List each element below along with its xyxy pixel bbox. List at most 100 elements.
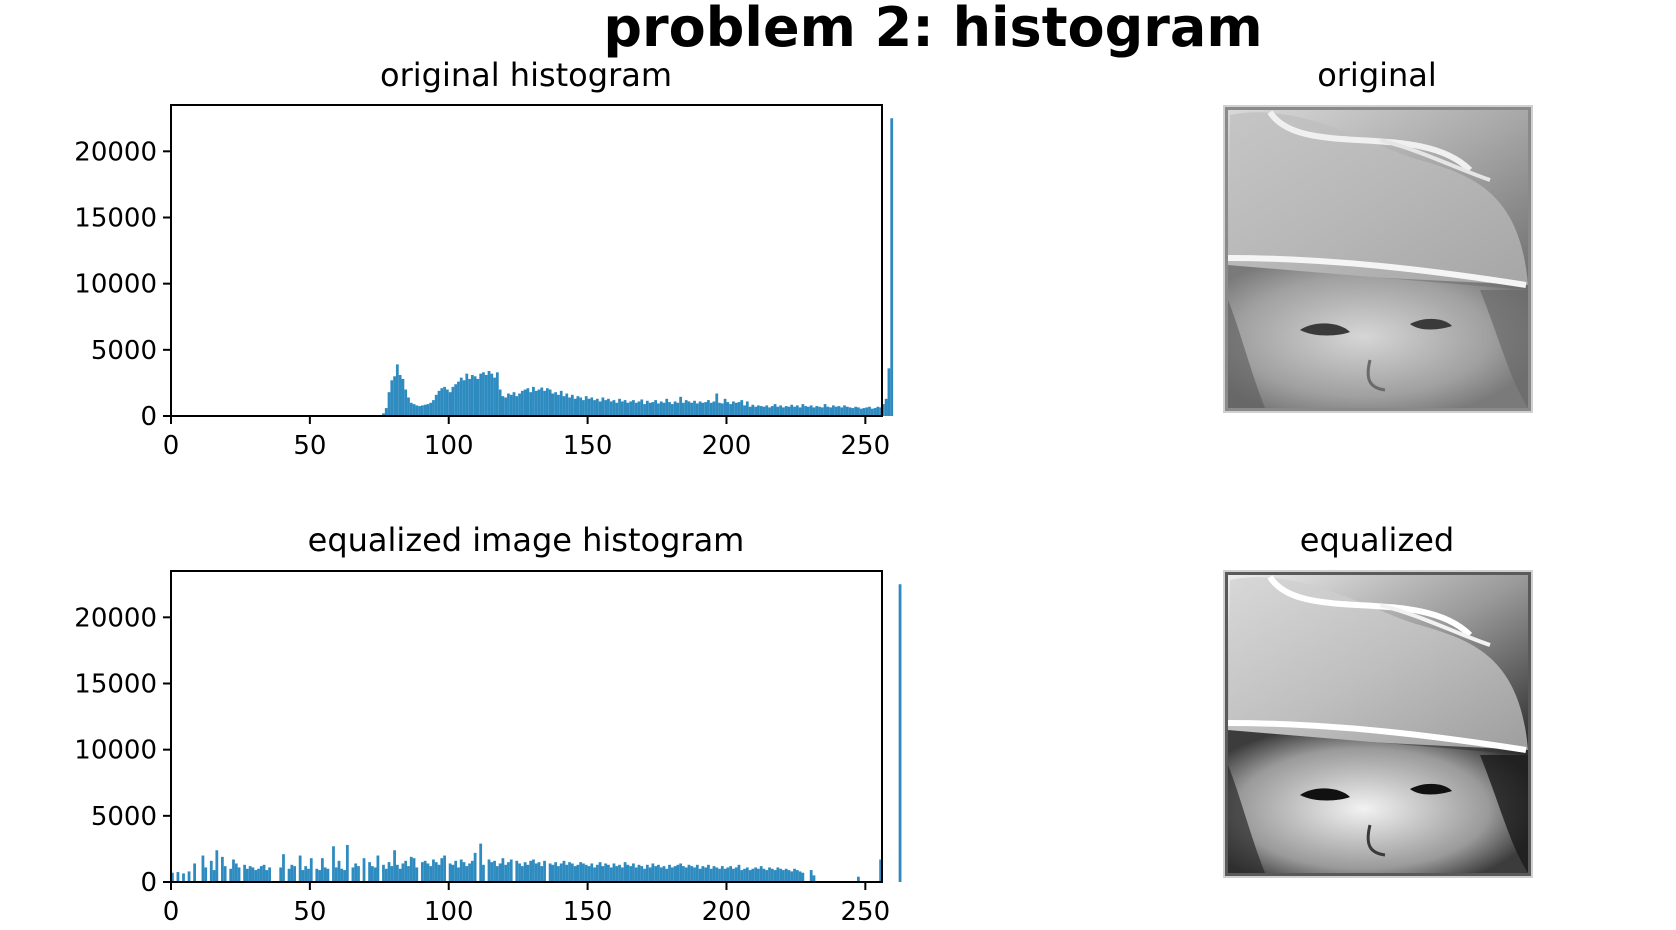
histogram-bar	[887, 368, 891, 416]
histogram-bar	[370, 866, 374, 882]
histogram-bar	[518, 393, 521, 416]
histogram-bar	[279, 867, 283, 882]
histogram-bar	[604, 400, 608, 416]
histogram-bar	[623, 400, 627, 416]
histogram-bar	[618, 398, 621, 416]
histogram-bar	[495, 372, 499, 416]
histogram-bar	[404, 860, 408, 882]
histogram-bar	[582, 863, 585, 882]
histogram-bar	[234, 863, 238, 882]
histogram-bar	[654, 866, 658, 882]
histogram-bar	[768, 407, 771, 416]
histogram-bar	[551, 393, 555, 416]
histogram-bar	[643, 868, 646, 882]
histogram-bar	[782, 870, 785, 882]
histogram-bar	[709, 402, 713, 416]
histogram-bar	[504, 397, 508, 416]
histogram-bar	[729, 866, 733, 882]
histogram-bar	[707, 864, 710, 882]
histogram-bar	[320, 858, 324, 882]
histogram-bar	[204, 867, 208, 882]
histogram-bar	[520, 866, 524, 882]
histogram-bar	[818, 406, 821, 416]
histogram-bar	[698, 401, 702, 416]
x-tick-label: 250	[841, 897, 891, 927]
histogram-bar	[345, 844, 349, 882]
histogram-bar	[823, 404, 827, 416]
histogram-bar	[584, 864, 588, 882]
histogram-bar	[890, 118, 894, 416]
histogram-bar	[479, 373, 483, 416]
histogram-bar	[318, 870, 321, 882]
histogram-bar	[395, 864, 399, 882]
histogram-bar	[673, 401, 677, 416]
histogram-bar	[665, 868, 669, 882]
histogram-bar	[498, 389, 502, 416]
axes-frame	[170, 570, 883, 883]
histogram-bar	[557, 866, 560, 882]
histogram-bar	[443, 855, 446, 882]
histogram-bar	[584, 396, 588, 416]
histogram-bar	[426, 863, 430, 882]
histogram-bar	[557, 394, 560, 416]
histogram-bar	[726, 402, 730, 416]
histogram-bar	[845, 406, 849, 416]
histogram-bar	[495, 866, 499, 882]
equalized-histogram-plot: equalized image histogram 0 50 100 150 200 25…	[74, 521, 902, 927]
histogram-bar	[540, 866, 544, 882]
histogram-bar	[834, 406, 838, 416]
histogram-bar	[445, 389, 449, 416]
histogram-bar	[551, 864, 555, 882]
histogram-bar	[868, 406, 871, 416]
y-tick-label: 10000	[74, 736, 157, 766]
histogram-bar	[804, 406, 808, 416]
histogram-bar	[340, 868, 344, 882]
histogram-bar	[715, 393, 719, 416]
histogram-bar	[693, 400, 696, 416]
histogram-bar	[793, 406, 796, 416]
histogram-bar	[759, 866, 763, 882]
histogram-bar	[809, 870, 813, 882]
histogram-bar	[245, 868, 249, 882]
histogram-bar	[723, 398, 727, 416]
histogram-bar	[237, 867, 241, 882]
histogram-bar	[773, 870, 777, 882]
histogram-bar	[815, 406, 819, 416]
histogram-bar	[582, 400, 585, 416]
histogram-bar	[437, 864, 441, 882]
y-tick-label: 15000	[74, 669, 157, 699]
histogram-bar	[390, 866, 394, 882]
x-tick-label: 250	[841, 431, 891, 461]
histogram-bar	[765, 870, 769, 882]
histogram-bar	[687, 864, 691, 882]
histogram-bar	[784, 868, 788, 882]
histogram-bar	[479, 843, 483, 882]
histogram-bar	[393, 376, 396, 416]
histogram-bar	[182, 873, 185, 882]
histogram-bar	[798, 407, 802, 416]
histogram-bar	[304, 866, 308, 882]
histogram-bar	[512, 392, 516, 416]
histogram-bar	[540, 387, 544, 416]
histogram-bar	[720, 866, 724, 882]
histogram-bar	[265, 870, 269, 882]
x-tick-label: 0	[163, 897, 180, 927]
histogram-bar	[745, 401, 749, 416]
histogram-bar	[723, 868, 727, 882]
histogram-bar	[407, 866, 410, 882]
histogram-bar	[704, 867, 708, 882]
histogram-bar	[673, 866, 677, 882]
histogram-bar	[520, 390, 524, 416]
histogram-bar	[490, 862, 494, 882]
histogram-bar	[798, 871, 802, 882]
histogram-bar	[420, 862, 424, 882]
histogram-bar	[612, 863, 616, 882]
histogram-bar	[615, 866, 619, 882]
histogram-bar	[623, 862, 627, 882]
histogram-bar	[840, 407, 844, 416]
histogram-bar	[648, 402, 652, 416]
histogram-bar	[409, 856, 413, 882]
histogram-bar	[690, 402, 694, 416]
histogram-bar	[643, 404, 646, 416]
